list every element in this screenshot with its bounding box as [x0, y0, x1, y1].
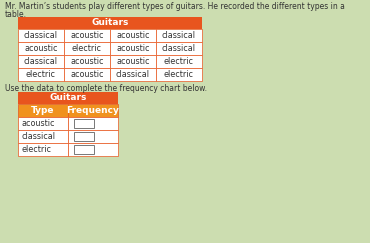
- FancyBboxPatch shape: [110, 29, 156, 42]
- Text: acoustic: acoustic: [116, 57, 150, 66]
- FancyBboxPatch shape: [74, 132, 94, 141]
- Text: electric: electric: [26, 70, 56, 79]
- FancyBboxPatch shape: [18, 42, 64, 55]
- Text: Guitars: Guitars: [49, 94, 87, 103]
- Text: classical: classical: [162, 31, 196, 40]
- Text: classical: classical: [22, 132, 56, 141]
- FancyBboxPatch shape: [156, 55, 202, 68]
- FancyBboxPatch shape: [156, 68, 202, 81]
- FancyBboxPatch shape: [68, 143, 118, 156]
- FancyBboxPatch shape: [18, 68, 64, 81]
- Text: Mr. Martin’s students play different types of guitars. He recorded the different: Mr. Martin’s students play different typ…: [5, 2, 345, 11]
- FancyBboxPatch shape: [18, 104, 68, 117]
- FancyBboxPatch shape: [110, 42, 156, 55]
- FancyBboxPatch shape: [18, 17, 202, 29]
- Text: electric: electric: [22, 145, 52, 154]
- FancyBboxPatch shape: [74, 145, 94, 154]
- FancyBboxPatch shape: [18, 117, 68, 130]
- FancyBboxPatch shape: [18, 55, 64, 68]
- Text: acoustic: acoustic: [116, 44, 150, 53]
- FancyBboxPatch shape: [156, 29, 202, 42]
- Text: table.: table.: [5, 10, 27, 19]
- Text: acoustic: acoustic: [70, 31, 104, 40]
- Text: acoustic: acoustic: [24, 44, 58, 53]
- Text: Use the data to complete the frequency chart below.: Use the data to complete the frequency c…: [5, 84, 207, 93]
- Text: acoustic: acoustic: [70, 70, 104, 79]
- Text: classical: classical: [162, 44, 196, 53]
- FancyBboxPatch shape: [110, 55, 156, 68]
- FancyBboxPatch shape: [18, 130, 68, 143]
- FancyBboxPatch shape: [74, 119, 94, 128]
- FancyBboxPatch shape: [18, 92, 118, 104]
- Text: acoustic: acoustic: [70, 57, 104, 66]
- Text: acoustic: acoustic: [22, 119, 56, 128]
- FancyBboxPatch shape: [64, 68, 110, 81]
- FancyBboxPatch shape: [156, 42, 202, 55]
- Text: electric: electric: [164, 70, 194, 79]
- FancyBboxPatch shape: [64, 29, 110, 42]
- FancyBboxPatch shape: [68, 117, 118, 130]
- Text: classical: classical: [24, 57, 58, 66]
- Text: Type: Type: [31, 106, 55, 115]
- Text: classical: classical: [116, 70, 150, 79]
- Text: acoustic: acoustic: [116, 31, 150, 40]
- Text: electric: electric: [72, 44, 102, 53]
- FancyBboxPatch shape: [18, 143, 68, 156]
- FancyBboxPatch shape: [64, 55, 110, 68]
- Text: Frequency: Frequency: [67, 106, 120, 115]
- FancyBboxPatch shape: [18, 29, 64, 42]
- FancyBboxPatch shape: [68, 104, 118, 117]
- Text: electric: electric: [164, 57, 194, 66]
- FancyBboxPatch shape: [64, 42, 110, 55]
- FancyBboxPatch shape: [68, 130, 118, 143]
- Text: classical: classical: [24, 31, 58, 40]
- FancyBboxPatch shape: [110, 68, 156, 81]
- Text: Guitars: Guitars: [91, 18, 129, 27]
